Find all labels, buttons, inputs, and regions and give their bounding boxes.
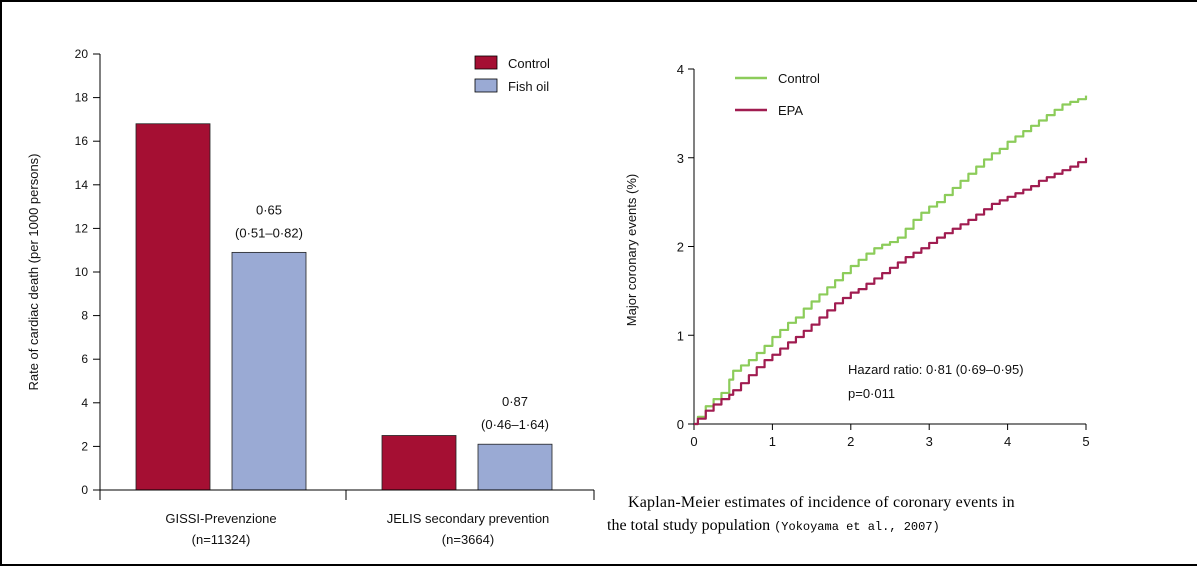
bar-annotation-ratio: 0·65 [256, 202, 282, 217]
bar-y-tick-label: 12 [75, 221, 89, 235]
bar-chart: 0 2 4 6 8 10 12 14 16 18 20 Rate of cardiac death … [26, 47, 595, 547]
bar-y-tick-label: 10 [75, 265, 89, 279]
bar-category-label: JELIS secondary prevention [387, 511, 550, 526]
bar-y-tick-label: 20 [75, 47, 89, 61]
bar-control [381, 435, 457, 491]
bar-category-sublabel: (n=3664) [442, 532, 494, 547]
legend-swatch-fish-oil [474, 78, 498, 93]
bar-y-tick-label: 14 [75, 178, 89, 192]
bar-category-label: GISSI-Prevenzione [165, 511, 276, 526]
bar-fish-oil [477, 443, 553, 491]
legend-label-fish-oil: Fish oil [508, 79, 549, 94]
bar-y-tick-label: 0 [81, 483, 88, 497]
bar-annotation-ci: (0·51–0·82) [235, 225, 303, 240]
bar-y-axis-label: Rate of cardiac death (per 1000 persons) [26, 153, 41, 390]
bar-y-tick-label: 16 [75, 134, 89, 148]
bar-y-tick-label: 4 [81, 396, 88, 410]
bar-annotation-ratio: 0·87 [502, 394, 528, 409]
legend-swatch-control [474, 55, 498, 70]
bar-y-tick-label: 6 [81, 352, 88, 366]
bar-legend: Control Fish oil [474, 55, 550, 94]
bar-category-sublabel: (n=11324) [192, 532, 251, 547]
bar-y-tick-label: 18 [75, 91, 89, 105]
bar-fish-oil [231, 251, 307, 491]
bar-y-tick-label: 2 [81, 439, 88, 453]
legend-label-control: Control [508, 56, 550, 71]
bar-y-tick-label: 8 [81, 309, 88, 323]
bar-annotation-ci: (0·46–1·64) [481, 417, 549, 432]
bar-control [135, 123, 211, 491]
